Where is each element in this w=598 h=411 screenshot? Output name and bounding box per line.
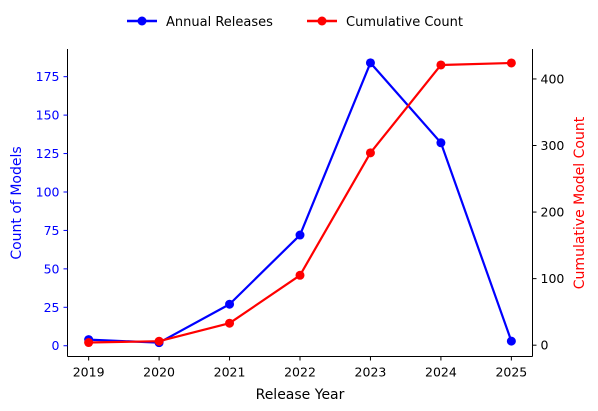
data-point-cumulative-count: [436, 60, 446, 70]
legend: Annual Releases Cumulative Count: [127, 15, 463, 30]
right-tick-label: 200: [541, 205, 565, 220]
right-tick-label: 300: [541, 138, 565, 153]
x-axis-ticks: 2019 2020 2021 2022 2023 2024 2025: [73, 356, 527, 380]
legend-label: Annual Releases: [166, 15, 273, 30]
right-tick-label: 400: [541, 71, 565, 86]
legend-entry-cumulative: Cumulative Count: [307, 15, 463, 30]
x-tick-label: 2025: [495, 365, 527, 380]
data-point-cumulative-count: [295, 270, 305, 280]
left-axis-title: Count of Models: [9, 146, 25, 259]
left-tick-label: 175: [36, 69, 60, 84]
x-tick-label: 2019: [73, 365, 105, 380]
x-tick-label: 2022: [284, 365, 316, 380]
data-point-annual-releases: [225, 299, 235, 309]
data-point-cumulative-count: [154, 336, 164, 346]
left-tick-label: 50: [44, 261, 60, 276]
data-point-annual-releases: [506, 336, 516, 346]
data-point-annual-releases: [295, 230, 305, 240]
x-axis-title: Release Year: [256, 387, 345, 403]
left-tick-label: 25: [44, 300, 60, 315]
legend-entry-annual: Annual Releases: [127, 15, 273, 30]
x-tick-label: 2021: [214, 365, 246, 380]
left-axis-ticks: 0 25 50 75 100 125 150 175: [36, 69, 68, 353]
legend-label: Cumulative Count: [346, 15, 463, 30]
right-tick-label: 0: [541, 338, 549, 353]
right-axis-title: Cumulative Model Count: [572, 116, 588, 289]
left-tick-label: 100: [36, 184, 60, 199]
series-group: [84, 58, 516, 348]
data-point-cumulative-count: [225, 318, 235, 328]
left-tick-label: 150: [36, 108, 60, 123]
right-axis-ticks: 0 100 200 300 400: [532, 71, 565, 353]
legend-swatch-marker: [137, 16, 147, 26]
left-tick-label: 75: [44, 223, 60, 238]
data-point-annual-releases: [436, 138, 446, 148]
left-tick-label: 125: [36, 146, 60, 161]
x-tick-label: 2023: [355, 365, 387, 380]
data-point-cumulative-count: [365, 148, 375, 158]
data-point-cumulative-count: [84, 338, 94, 348]
left-tick-label: 0: [52, 338, 60, 353]
legend-swatch-marker: [317, 16, 327, 26]
data-point-annual-releases: [365, 58, 375, 68]
data-point-cumulative-count: [506, 58, 516, 68]
right-tick-label: 100: [541, 271, 565, 286]
x-tick-label: 2024: [425, 365, 457, 380]
x-tick-label: 2020: [143, 365, 175, 380]
